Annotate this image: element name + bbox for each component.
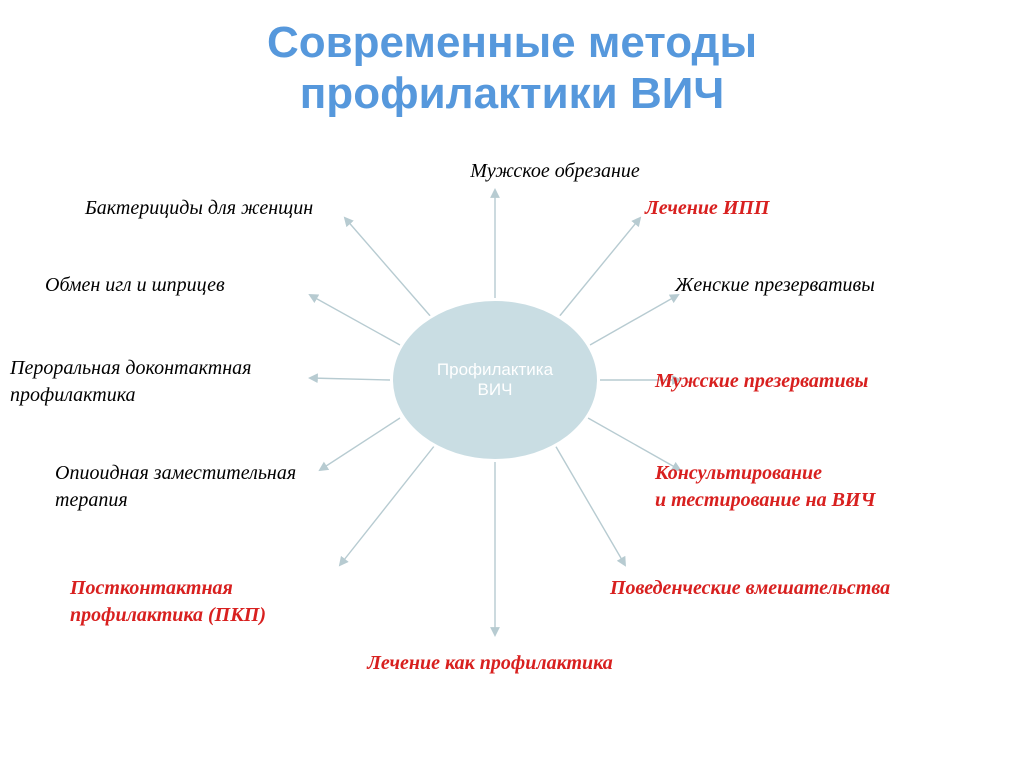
spoke-label-1: Лечение ИПП: [645, 195, 769, 222]
spoke-arrow: [310, 295, 400, 345]
spoke-label-6: Лечение как профилактика: [350, 650, 630, 677]
spoke-arrow: [555, 445, 625, 565]
spoke-label-3: Мужские презервативы: [655, 368, 868, 395]
radial-diagram: Профилактика ВИЧ Мужское обрезание Лечени…: [0, 0, 1024, 767]
spoke-arrow: [590, 295, 678, 345]
spoke-label-8: Опиоидная заместительная терапия: [55, 460, 296, 514]
spoke-label-9: Пероральная доконтактная профилактика: [10, 355, 251, 409]
spoke-label-4: Консультирование и тестирование на ВИЧ: [655, 460, 875, 514]
spoke-arrow: [320, 418, 400, 470]
spoke-label-5: Поведенческие вмешательства: [610, 575, 890, 602]
spoke-label-0: Мужское обрезание: [415, 158, 695, 185]
spoke-arrow: [340, 445, 435, 565]
center-node: Профилактика ВИЧ: [390, 298, 600, 462]
spoke-arrow: [345, 218, 432, 318]
spoke-arrow: [558, 218, 640, 318]
spoke-label-11: Бактерициды для женщин: [85, 195, 313, 222]
spoke-label-10: Обмен игл и шприцев: [45, 272, 225, 299]
spoke-label-7: Постконтактная профилактика (ПКП): [70, 575, 266, 629]
spoke-label-2: Женские презервативы: [675, 272, 875, 299]
center-node-label: Профилактика ВИЧ: [437, 360, 553, 400]
spoke-arrow: [310, 378, 390, 380]
